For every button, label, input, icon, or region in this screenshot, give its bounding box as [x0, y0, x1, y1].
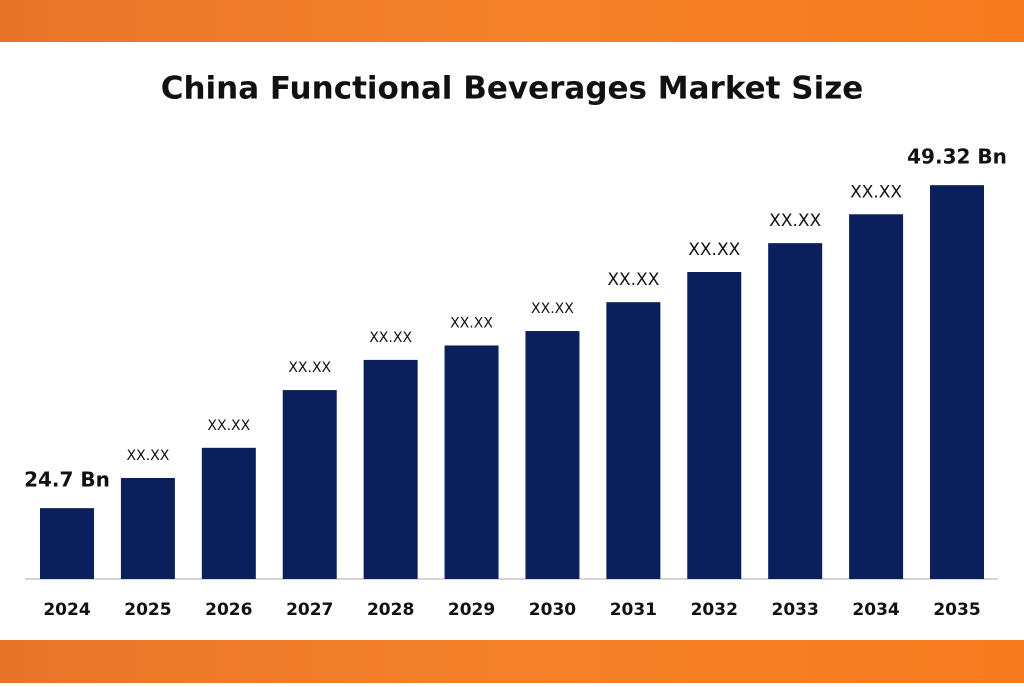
bar	[687, 272, 742, 579]
x-tick-label: 2024	[43, 600, 90, 620]
bar	[40, 508, 94, 579]
value-label: XX.XX	[769, 211, 821, 231]
x-tick-label: 2033	[772, 600, 819, 620]
x-tick-label: 2028	[367, 600, 414, 620]
top-band	[0, 0, 1024, 42]
bar	[768, 243, 823, 579]
bar	[363, 359, 418, 579]
x-tick-label: 2034	[852, 600, 899, 620]
bar	[525, 331, 580, 579]
bar	[201, 447, 256, 579]
x-tick-label: 2025	[124, 600, 171, 620]
bar	[930, 185, 984, 579]
value-label: XX.XX	[531, 301, 574, 317]
value-label: XX.XX	[607, 270, 659, 290]
x-tick-label: 2026	[205, 600, 252, 620]
value-label: XX.XX	[126, 448, 169, 464]
value-label: XX.XX	[688, 240, 740, 260]
x-tick-label: 2031	[610, 600, 657, 620]
value-label: XX.XX	[450, 315, 493, 331]
bar	[849, 214, 904, 579]
chart-title: China Functional Beverages Market Size	[161, 71, 864, 107]
bottom-band	[0, 640, 1024, 683]
x-tick-label: 2029	[448, 600, 495, 620]
value-label: XX.XX	[369, 330, 412, 346]
x-tick-label: 2035	[933, 600, 980, 620]
bar	[606, 302, 661, 579]
value-label: XX.XX	[207, 418, 250, 434]
bar	[120, 477, 175, 579]
bar	[444, 345, 499, 579]
value-label: 24.7 Bn	[24, 468, 110, 492]
x-tick-label: 2027	[286, 600, 333, 620]
bar	[282, 390, 337, 579]
x-tick-label: 2032	[691, 600, 738, 620]
value-label: XX.XX	[288, 360, 331, 376]
x-tick-label: 2030	[529, 600, 576, 620]
value-label: XX.XX	[850, 182, 902, 202]
value-label: 49.32 Bn	[907, 145, 1007, 169]
